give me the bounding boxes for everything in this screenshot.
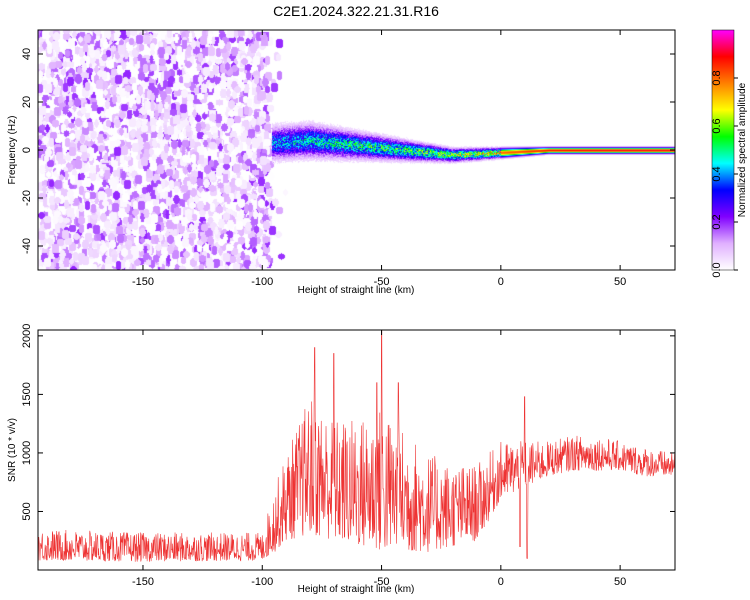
heatmap-y-axis: -40 -20 0 20 40	[21, 48, 675, 254]
snr-series-line	[38, 330, 675, 562]
heatmap-x-axis: -150 -100 -50 0 50	[132, 30, 626, 288]
colorbar-tick-label: 0.2	[711, 214, 723, 229]
colorbar-tick-label: 0.0	[711, 262, 723, 277]
snr-y-axis-label: SNR (10 * v/v)	[7, 418, 18, 482]
snr-x-tick-label: 50	[614, 576, 626, 588]
snr-x-tick-label: 0	[498, 576, 504, 588]
colorbar-label: Normalized spectral amplitude	[737, 82, 748, 217]
heatmap-x-axis-label: Height of straight line (km)	[298, 285, 415, 296]
snr-y-tick-label: 1000	[21, 441, 33, 465]
colorbar-bar	[711, 29, 735, 271]
snr-y-axis: 500 1000 1500 2000	[21, 324, 675, 521]
colorbar-tick-label: 0.8	[711, 70, 723, 85]
snr-x-axis-label: Height of straight line (km)	[298, 584, 415, 595]
snr-x-axis: -150 -100 -50 0 50	[132, 330, 626, 588]
colorbar-axis: 0.0 0.2 0.4 0.6 0.8	[711, 70, 738, 278]
heatmap-x-tick-label: -150	[132, 276, 154, 288]
heatmap-x-tick-label: 50	[614, 276, 626, 288]
snr-x-tick-label: -50	[374, 576, 390, 588]
figure-title: C2E1.2024.322.21.31.R16	[273, 3, 439, 19]
heatmap-y-axis-label: Frequency (Hz)	[7, 116, 18, 185]
snr-x-tick-label: -150	[132, 576, 154, 588]
heatmap-x-tick-label: -50	[374, 276, 390, 288]
colorbar-tick-label: 0.4	[711, 166, 723, 181]
heatmap-image	[38, 30, 675, 270]
colorbar-tick-label: 0.6	[711, 118, 723, 133]
heatmap-x-tick-label: -100	[251, 276, 273, 288]
snr-frame	[37, 329, 676, 571]
snr-y-tick-label: 1500	[21, 382, 33, 406]
snr-panel: -150 -100 -50 0 50 500 1000 1500 2000 Height of…	[7, 324, 676, 595]
heatmap-x-tick-label: 0	[498, 276, 504, 288]
snr-y-tick-label: 2000	[21, 324, 33, 348]
colorbar: 0.0 0.2 0.4 0.6 0.8 Normalized spectral ampl…	[711, 29, 748, 278]
heatmap-image-holder	[38, 30, 675, 270]
heatmap-y-tick-label: 20	[21, 96, 33, 108]
heatmap-panel: -150 -100 -50 0 50 -40 -20 0 20 40 Height of str…	[7, 29, 676, 296]
heatmap-y-tick-label: 0	[21, 147, 33, 153]
heatmap-y-tick-label: -20	[21, 190, 33, 206]
snr-x-tick-label: -100	[251, 576, 273, 588]
snr-y-tick-label: 500	[21, 502, 33, 520]
heatmap-y-tick-label: -40	[21, 238, 33, 254]
heatmap-y-tick-label: 40	[21, 48, 33, 60]
